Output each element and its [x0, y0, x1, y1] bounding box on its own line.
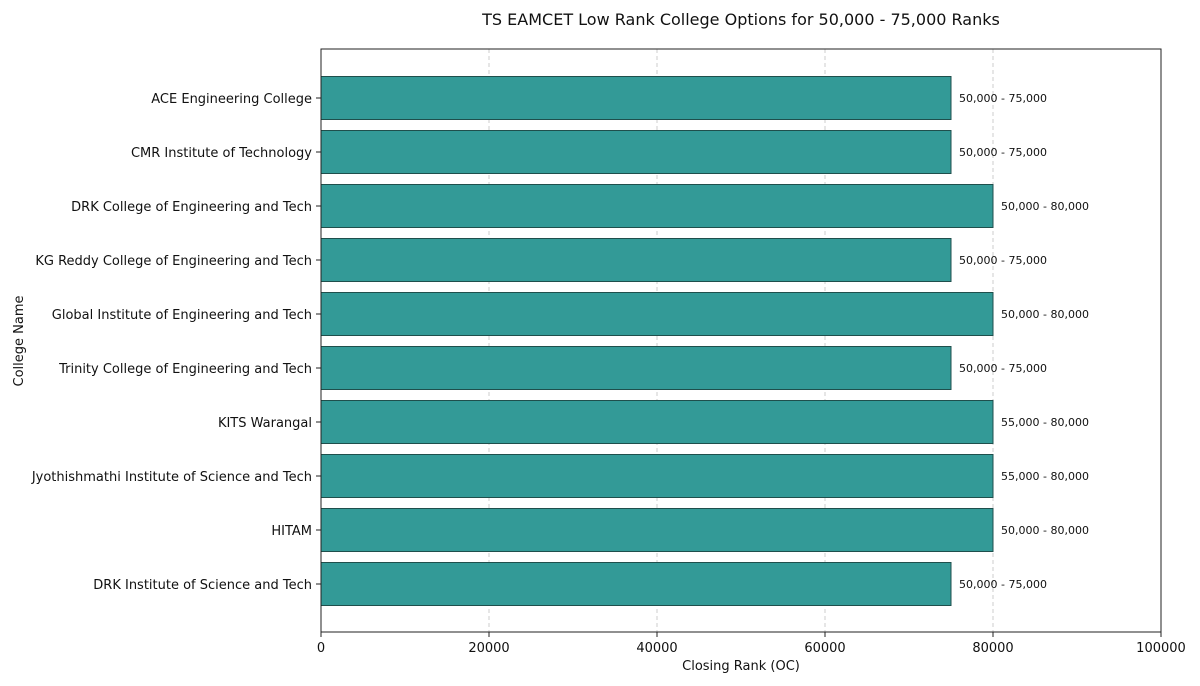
category-label: DRK Institute of Science and Tech	[93, 578, 312, 593]
x-tick-label: 80000	[972, 641, 1013, 656]
category-label: HITAM	[271, 524, 312, 539]
x-axis-title: Closing Rank (OC)	[682, 659, 800, 674]
x-tick-label: 20000	[468, 641, 509, 656]
bar	[320, 346, 952, 390]
category-label: KG Reddy College of Engineering and Tech	[35, 254, 312, 269]
bar-value-label: 50,000 - 80,000	[1001, 200, 1089, 213]
bar	[320, 292, 994, 336]
category-label: ACE Engineering College	[151, 92, 312, 107]
bar-value-label: 50,000 - 75,000	[959, 146, 1047, 159]
bar	[320, 130, 952, 174]
bar-value-label: 50,000 - 80,000	[1001, 308, 1089, 321]
bar-value-label: 50,000 - 75,000	[959, 254, 1047, 267]
category-label: Jyothishmathi Institute of Science and T…	[31, 470, 312, 485]
bar-value-label: 55,000 - 80,000	[1001, 470, 1089, 483]
x-tick-label: 60000	[804, 641, 845, 656]
bar-value-label: 50,000 - 75,000	[959, 92, 1047, 105]
bar-value-label: 55,000 - 80,000	[1001, 416, 1089, 429]
bar-value-label: 50,000 - 80,000	[1001, 524, 1089, 537]
bar	[320, 76, 952, 120]
data-labels: 50,000 - 75,000 50,000 - 75,000 50,000 - 8…	[959, 92, 1089, 591]
bar	[320, 454, 994, 498]
chart-title: TS EAMCET Low Rank College Options for 5…	[481, 10, 1000, 29]
bar-value-label: 50,000 - 75,000	[959, 578, 1047, 591]
category-label: CMR Institute of Technology	[131, 146, 312, 161]
y-axis-title: College Name	[12, 296, 27, 387]
plot-frame	[320, 48, 1162, 633]
x-tick-labels: 0 20000 40000 60000 80000 100000	[317, 632, 1186, 656]
category-label: Global Institute of Engineering and Tech	[52, 308, 312, 323]
x-tick-label: 0	[317, 641, 325, 656]
bar	[320, 238, 952, 282]
bar	[320, 184, 994, 228]
bar	[320, 400, 994, 444]
category-label: DRK College of Engineering and Tech	[71, 200, 312, 215]
bar-value-label: 50,000 - 75,000	[959, 362, 1047, 375]
x-tick-label: 40000	[636, 641, 677, 656]
category-label: Trinity College of Engineering and Tech	[58, 362, 312, 377]
bars	[320, 76, 994, 606]
bar	[320, 508, 994, 552]
y-tick-labels: ACE Engineering College CMR Institute of …	[31, 92, 321, 593]
x-tick-label: 100000	[1136, 641, 1186, 656]
category-label: KITS Warangal	[218, 416, 312, 431]
bar	[320, 562, 952, 606]
